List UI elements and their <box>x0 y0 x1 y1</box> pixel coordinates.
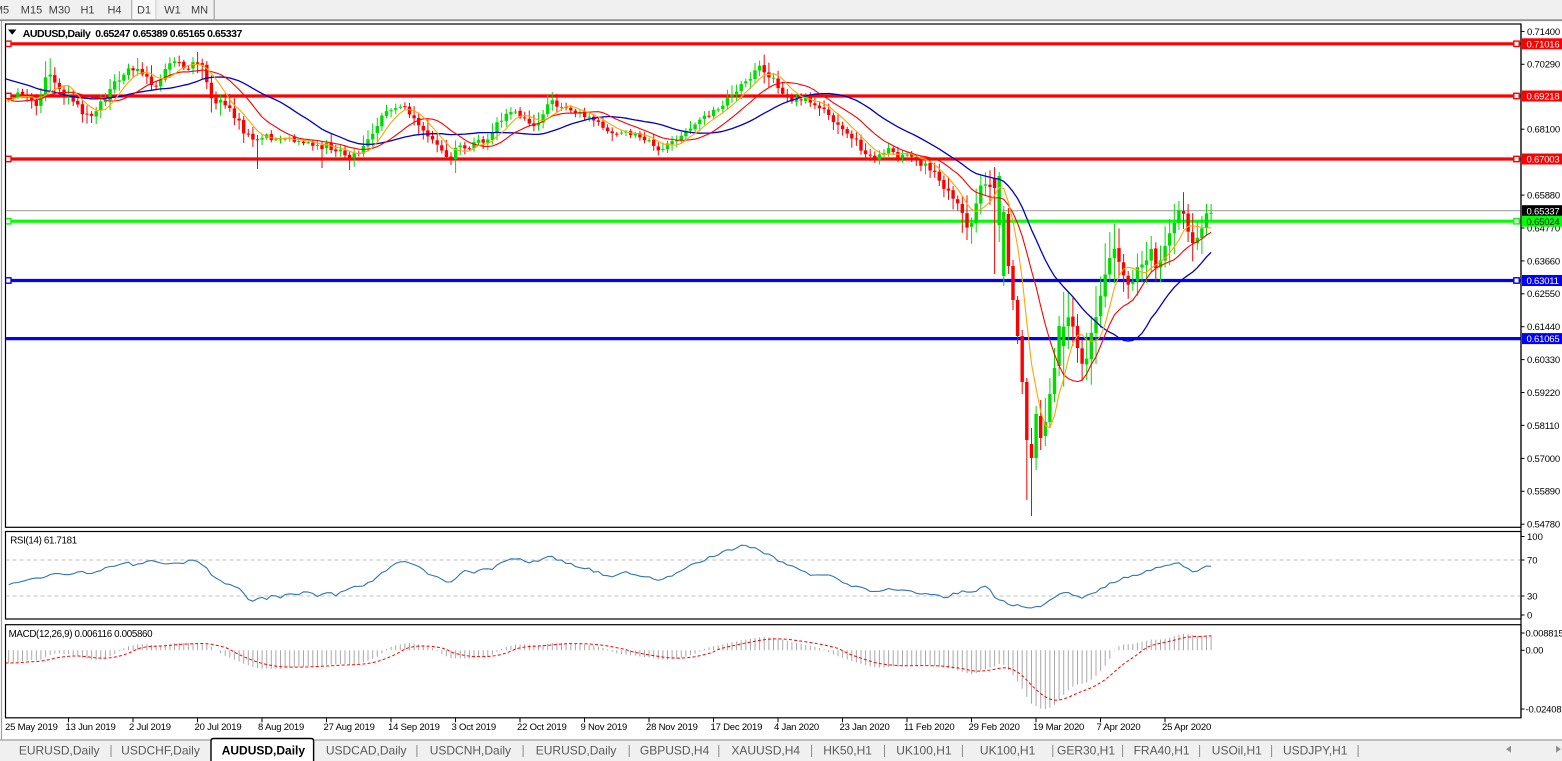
svg-text:XAUUSD,H4: XAUUSD,H4 <box>731 744 800 758</box>
svg-text:UK100,H1: UK100,H1 <box>896 744 952 758</box>
svg-text:M15: M15 <box>21 5 42 17</box>
svg-text:USOil,H1: USOil,H1 <box>1212 744 1262 758</box>
svg-text:MACD(12,26,9) 0.006116 0.00586: MACD(12,26,9) 0.006116 0.005860 <box>9 629 154 640</box>
svg-text:11 Feb 2020: 11 Feb 2020 <box>904 722 954 733</box>
svg-text:4 Jan 2020: 4 Jan 2020 <box>774 722 819 733</box>
svg-text:D1: D1 <box>137 5 151 17</box>
svg-text:0.61440: 0.61440 <box>1527 322 1560 333</box>
svg-text:GBPUSD,H4: GBPUSD,H4 <box>640 744 710 758</box>
svg-text:0.71016: 0.71016 <box>1527 39 1560 50</box>
svg-text:17 Dec 2019: 17 Dec 2019 <box>711 722 763 733</box>
svg-text:0.68100: 0.68100 <box>1527 125 1560 136</box>
svg-text:GER30,H1: GER30,H1 <box>1057 744 1115 758</box>
svg-text:2 Jul 2019: 2 Jul 2019 <box>129 722 171 733</box>
svg-text:0.65880: 0.65880 <box>1527 191 1560 202</box>
svg-text:0.67003: 0.67003 <box>1527 155 1560 166</box>
svg-text:0.008815: 0.008815 <box>1526 628 1562 639</box>
svg-text:0.58110: 0.58110 <box>1527 421 1559 432</box>
svg-text:25 Apr 2020: 25 Apr 2020 <box>1162 722 1211 733</box>
svg-text:AUDUSD,Daily: AUDUSD,Daily <box>222 744 306 758</box>
svg-text:USDJPY,H1: USDJPY,H1 <box>1283 744 1348 758</box>
svg-text:0.55890: 0.55890 <box>1527 487 1560 498</box>
svg-text:0.59220: 0.59220 <box>1527 388 1560 399</box>
svg-text:W1: W1 <box>164 5 181 17</box>
svg-text:EURUSD,Daily: EURUSD,Daily <box>536 744 617 758</box>
svg-text:RSI(14) 61.7181: RSI(14) 61.7181 <box>10 536 77 547</box>
svg-text:0.65024: 0.65024 <box>1527 217 1560 228</box>
svg-text:0.70290: 0.70290 <box>1527 60 1560 71</box>
svg-text:27 Aug 2019: 27 Aug 2019 <box>324 722 375 733</box>
svg-text:0.63011: 0.63011 <box>1527 276 1559 287</box>
svg-text:28 Nov 2019: 28 Nov 2019 <box>646 722 698 733</box>
svg-text:0.60330: 0.60330 <box>1527 355 1560 366</box>
svg-text:M5: M5 <box>0 5 9 17</box>
svg-text:3 Oct 2019: 3 Oct 2019 <box>452 722 496 733</box>
svg-text:M30: M30 <box>49 5 70 17</box>
svg-text:30: 30 <box>1527 591 1538 602</box>
svg-text:EURUSD,Daily: EURUSD,Daily <box>19 744 100 758</box>
svg-text:0.64770: 0.64770 <box>1527 223 1560 234</box>
svg-text:0.69218: 0.69218 <box>1527 92 1560 103</box>
svg-text:FRA40,H1: FRA40,H1 <box>1134 744 1190 758</box>
svg-text:0.65337: 0.65337 <box>1527 206 1560 217</box>
svg-text:14 Sep 2019: 14 Sep 2019 <box>388 722 440 733</box>
svg-text:-0.02408: -0.02408 <box>1526 704 1562 715</box>
svg-text:7 Apr 2020: 7 Apr 2020 <box>1097 722 1141 733</box>
svg-text:25 May 2019: 25 May 2019 <box>5 722 58 733</box>
svg-text:13 Jun 2019: 13 Jun 2019 <box>66 722 116 733</box>
svg-text:19 Mar 2020: 19 Mar 2020 <box>1033 722 1084 733</box>
svg-text:23 Jan 2020: 23 Jan 2020 <box>840 722 890 733</box>
svg-text:0.63660: 0.63660 <box>1527 256 1560 267</box>
svg-text:70: 70 <box>1527 555 1538 566</box>
svg-text:0.00: 0.00 <box>1526 646 1544 657</box>
svg-text:0.71400: 0.71400 <box>1527 27 1560 38</box>
svg-text:0.62550: 0.62550 <box>1527 289 1560 300</box>
svg-text:0: 0 <box>1527 610 1532 621</box>
svg-text:0.54780: 0.54780 <box>1527 520 1560 531</box>
svg-text:8 Aug 2019: 8 Aug 2019 <box>258 722 304 733</box>
svg-text:0.61065: 0.61065 <box>1527 334 1560 345</box>
svg-text:H4: H4 <box>107 5 121 17</box>
svg-text:29 Feb 2020: 29 Feb 2020 <box>969 722 1020 733</box>
svg-text:UK100,H1: UK100,H1 <box>980 744 1036 758</box>
svg-text:AUDUSD,Daily 0.65247 0.65389: AUDUSD,Daily 0.65247 0.65389 0.65165 0.6… <box>23 28 243 40</box>
svg-text:USDCNH,Daily: USDCNH,Daily <box>430 744 511 758</box>
svg-text:HK50,H1: HK50,H1 <box>823 744 872 758</box>
svg-text:MN: MN <box>191 5 208 17</box>
svg-text:0.57000: 0.57000 <box>1527 454 1560 465</box>
svg-text:100: 100 <box>1527 532 1543 543</box>
svg-text:USDCAD,Daily: USDCAD,Daily <box>326 744 407 758</box>
svg-text:22 Oct 2019: 22 Oct 2019 <box>517 722 567 733</box>
svg-text:H1: H1 <box>80 5 94 17</box>
svg-text:9 Nov 2019: 9 Nov 2019 <box>581 722 628 733</box>
svg-text:20 Jul 2019: 20 Jul 2019 <box>195 722 242 733</box>
svg-text:USDCHF,Daily: USDCHF,Daily <box>121 744 200 758</box>
